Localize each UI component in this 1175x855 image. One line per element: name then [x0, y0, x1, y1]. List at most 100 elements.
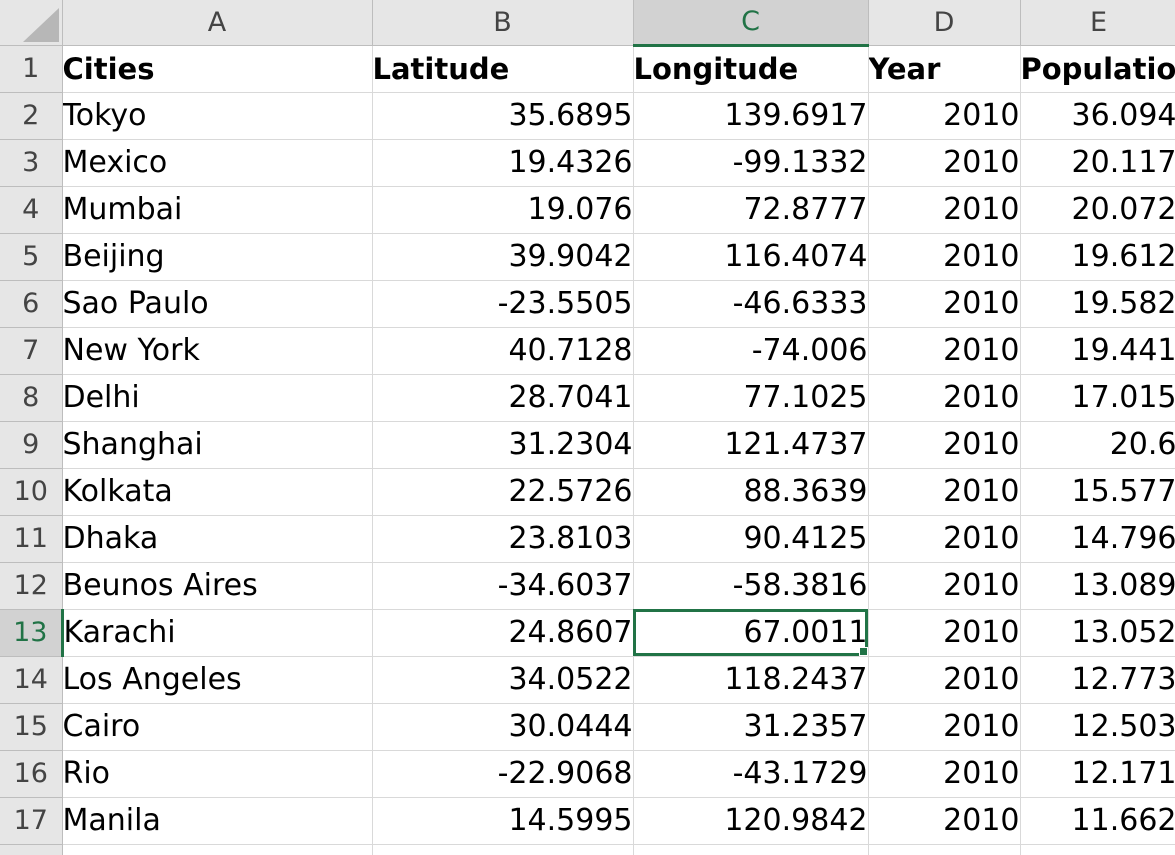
cell-year[interactable]: 2010	[868, 703, 1021, 751]
row-header[interactable]: 3	[0, 139, 63, 187]
cell-latitude[interactable]: 40.7128	[372, 327, 634, 375]
cell-cities[interactable]: Rio	[62, 750, 373, 798]
row-header[interactable]: 16	[0, 750, 63, 798]
header-cell-longitude[interactable]: Longitude	[633, 45, 869, 93]
row-header[interactable]: 10	[0, 468, 63, 516]
cell-longitude[interactable]: 90.4125	[633, 515, 869, 563]
cell-cities[interactable]: Delhi	[62, 374, 373, 422]
empty-cell[interactable]	[633, 844, 869, 855]
cell-population[interactable]: 11.662	[1020, 797, 1175, 845]
cell-population[interactable]: 20.117	[1020, 139, 1175, 187]
cell-cities[interactable]: Kolkata	[62, 468, 373, 516]
cell-longitude[interactable]: 139.6917	[633, 92, 869, 140]
cell-population[interactable]: 15.577	[1020, 468, 1175, 516]
empty-cell[interactable]	[1020, 844, 1175, 855]
cell-latitude[interactable]: 30.0444	[372, 703, 634, 751]
row-header[interactable]: 8	[0, 374, 63, 422]
cell-longitude[interactable]: 116.4074	[633, 233, 869, 281]
cell-longitude[interactable]: -43.1729	[633, 750, 869, 798]
row-header[interactable]: 14	[0, 656, 63, 704]
cell-year[interactable]: 2010	[868, 515, 1021, 563]
cell-longitude[interactable]: -46.6333	[633, 280, 869, 328]
cell-year[interactable]: 2010	[868, 233, 1021, 281]
cell-cities[interactable]: Dhaka	[62, 515, 373, 563]
cell-cities[interactable]: Sao Paulo	[62, 280, 373, 328]
cell-latitude[interactable]: 19.4326	[372, 139, 634, 187]
column-header-A[interactable]: A	[62, 0, 373, 46]
column-header-C[interactable]: C	[633, 0, 869, 47]
cell-latitude[interactable]: 39.9042	[372, 233, 634, 281]
cell-cities[interactable]: Manila	[62, 797, 373, 845]
cell-longitude[interactable]: 31.2357	[633, 703, 869, 751]
cell-cities[interactable]: Los Angeles	[62, 656, 373, 704]
cell-cities[interactable]: Beunos Aires	[62, 562, 373, 610]
cell-year[interactable]: 2010	[868, 421, 1021, 469]
empty-cell[interactable]	[62, 844, 373, 855]
cell-latitude[interactable]: 34.0522	[372, 656, 634, 704]
cell-year[interactable]: 2010	[868, 562, 1021, 610]
cell-population[interactable]: 14.796	[1020, 515, 1175, 563]
row-header-active[interactable]: 13	[0, 609, 64, 657]
cell-population[interactable]: 36.094	[1020, 92, 1175, 140]
cell-year[interactable]: 2010	[868, 139, 1021, 187]
cell-population[interactable]: 13.052	[1020, 609, 1175, 657]
header-cell-latitude[interactable]: Latitude	[372, 45, 634, 93]
cell-latitude[interactable]: -22.9068	[372, 750, 634, 798]
cell-year[interactable]: 2010	[868, 609, 1021, 657]
row-header[interactable]	[0, 844, 63, 855]
cell-latitude[interactable]: 28.7041	[372, 374, 634, 422]
column-header-E[interactable]: E	[1020, 0, 1175, 46]
cell-latitude[interactable]: 22.5726	[372, 468, 634, 516]
cell-year[interactable]: 2010	[868, 327, 1021, 375]
row-header[interactable]: 2	[0, 92, 63, 140]
cell-latitude[interactable]: -34.6037	[372, 562, 634, 610]
fill-handle[interactable]	[858, 646, 867, 655]
cell-longitude[interactable]: 77.1025	[633, 374, 869, 422]
cell-longitude[interactable]: 120.9842	[633, 797, 869, 845]
cell-year[interactable]: 2010	[868, 92, 1021, 140]
row-header[interactable]: 7	[0, 327, 63, 375]
row-header[interactable]: 12	[0, 562, 63, 610]
row-header[interactable]: 17	[0, 797, 63, 845]
cell-latitude[interactable]: 31.2304	[372, 421, 634, 469]
select-all-corner[interactable]	[0, 0, 63, 46]
row-header[interactable]: 15	[0, 703, 63, 751]
cell-cities[interactable]: Beijing	[62, 233, 373, 281]
row-header[interactable]: 6	[0, 280, 63, 328]
cell-longitude[interactable]: 72.8777	[633, 186, 869, 234]
cell-cities[interactable]: Cairo	[62, 703, 373, 751]
cell-longitude[interactable]: -58.3816	[633, 562, 869, 610]
cell-latitude[interactable]: 35.6895	[372, 92, 634, 140]
cell-population[interactable]: 13.089	[1020, 562, 1175, 610]
cell-population[interactable]: 12.773	[1020, 656, 1175, 704]
cell-latitude[interactable]: -23.5505	[372, 280, 634, 328]
header-cell-cities[interactable]: Cities	[62, 45, 373, 93]
cell-cities[interactable]: New York	[62, 327, 373, 375]
row-header[interactable]: 4	[0, 186, 63, 234]
selected-cell-longitude[interactable]: 67.0011	[633, 609, 869, 657]
cell-year[interactable]: 2010	[868, 656, 1021, 704]
cell-year[interactable]: 2010	[868, 797, 1021, 845]
header-cell-year[interactable]: Year	[868, 45, 1021, 93]
cell-longitude[interactable]: -99.1332	[633, 139, 869, 187]
row-header[interactable]: 11	[0, 515, 63, 563]
cell-cities[interactable]: Shanghai	[62, 421, 373, 469]
cell-cities[interactable]: Karachi	[62, 609, 373, 657]
cell-latitude[interactable]: 24.8607	[372, 609, 634, 657]
cell-latitude[interactable]: 14.5995	[372, 797, 634, 845]
cell-longitude[interactable]: -74.006	[633, 327, 869, 375]
cell-population[interactable]: 19.441	[1020, 327, 1175, 375]
cell-population[interactable]: 19.582	[1020, 280, 1175, 328]
cell-population[interactable]: 12.503	[1020, 703, 1175, 751]
cell-latitude[interactable]: 19.076	[372, 186, 634, 234]
cell-year[interactable]: 2010	[868, 750, 1021, 798]
cell-population[interactable]: 17.015	[1020, 374, 1175, 422]
cell-population[interactable]: 19.612	[1020, 233, 1175, 281]
cell-cities[interactable]: Tokyo	[62, 92, 373, 140]
cell-population[interactable]: 12.171	[1020, 750, 1175, 798]
cell-year[interactable]: 2010	[868, 280, 1021, 328]
cell-year[interactable]: 2010	[868, 186, 1021, 234]
cell-longitude[interactable]: 88.3639	[633, 468, 869, 516]
cell-longitude[interactable]: 121.4737	[633, 421, 869, 469]
row-header[interactable]: 1	[0, 45, 63, 93]
